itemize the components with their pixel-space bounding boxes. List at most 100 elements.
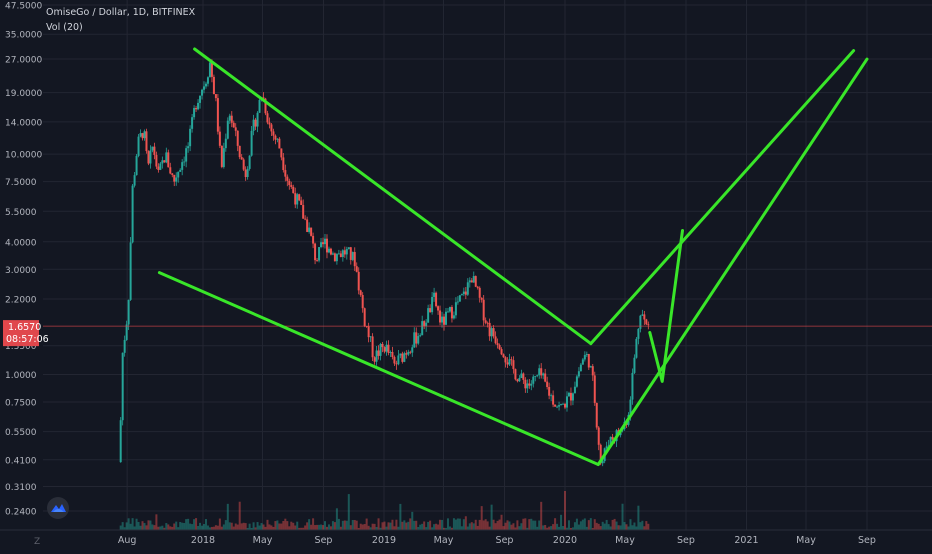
candle-body (226, 120, 229, 139)
volume-bar (300, 527, 303, 530)
volume-bar (431, 527, 434, 530)
volume-bar (187, 518, 190, 530)
candle-body (294, 193, 297, 205)
volume-bar (476, 525, 479, 530)
candle-body (149, 150, 152, 164)
trendline-2[interactable] (596, 57, 869, 466)
x-tick-label: 2018 (191, 535, 215, 546)
candle-body (637, 328, 640, 339)
candle-body (397, 355, 400, 365)
volume-bar (230, 522, 233, 530)
candle-body (187, 146, 190, 149)
candle-body (411, 347, 414, 353)
candle-body (407, 351, 410, 355)
volume-bar (345, 520, 348, 530)
candle-body (165, 152, 168, 163)
volume-bar (423, 521, 426, 530)
volume-bar (556, 523, 559, 530)
candle-body (298, 194, 301, 201)
volume-bar (538, 520, 541, 530)
candle-body (464, 291, 467, 295)
volume-bars (119, 490, 650, 530)
candle-body (329, 248, 332, 255)
volume-bar (641, 520, 644, 530)
volume-bar (633, 522, 636, 530)
volume-bar (212, 526, 215, 530)
candle-body (546, 381, 549, 388)
candle-body (161, 160, 164, 164)
trendline-4[interactable] (648, 229, 684, 383)
candle-body (443, 316, 446, 325)
volume-bar (284, 518, 287, 530)
volume-bar (595, 522, 598, 530)
candle-body (347, 247, 350, 250)
candle-body (401, 353, 404, 362)
volume-bar (609, 526, 612, 530)
volume-bar (127, 518, 130, 530)
y-tick-label: 27.0000 (5, 56, 42, 66)
candle-body (488, 322, 491, 337)
x-axis[interactable]: Aug 2018 May Sep 2019 May Sep 2020 May Sep 2021 May… (0, 529, 932, 550)
volume-bar (474, 519, 477, 530)
candle-body (282, 157, 285, 171)
volume-bar (240, 523, 243, 530)
volume-bar (167, 524, 170, 530)
candle-body (498, 345, 501, 350)
candle-body (193, 108, 196, 118)
candle-body (478, 287, 481, 298)
volume-bar (264, 526, 267, 530)
volume-bar (206, 525, 209, 530)
candle-body (127, 299, 130, 325)
candle-body (312, 235, 315, 244)
volume-bar (201, 525, 204, 530)
candle-body (468, 280, 471, 283)
candle-body (395, 363, 398, 365)
candle-body (506, 362, 509, 365)
volume-bar (615, 521, 618, 530)
trendline-3[interactable] (589, 49, 856, 346)
trendlines[interactable] (157, 47, 869, 466)
volume-bar (214, 525, 217, 530)
volume-bar (137, 521, 140, 530)
x-tick-label: May (615, 535, 635, 546)
y-axis[interactable]: 0.2400 0.3100 0.4100 0.5500 0.7500 1.0000 1.35… (0, 0, 43, 550)
candle-body (595, 402, 598, 428)
candle-body (300, 200, 303, 206)
trendline-0[interactable] (193, 47, 593, 346)
candle-body (504, 357, 507, 363)
volume-bar (290, 521, 293, 530)
timezone-z-icon[interactable]: Z (34, 537, 40, 547)
candle-body (204, 83, 207, 87)
volume-bar (599, 526, 602, 530)
volume-bar (280, 523, 283, 530)
volume-bar (216, 525, 219, 530)
volume-bar (456, 518, 459, 530)
x-axis-bg (0, 530, 932, 550)
volume-bar (603, 523, 606, 530)
volume-bar (238, 501, 241, 530)
candle-body (167, 152, 170, 168)
volume-bar (534, 520, 537, 530)
volume-bar (433, 524, 436, 530)
volume-bar (189, 523, 192, 530)
candle-body (476, 286, 479, 288)
volume-bar (139, 525, 142, 530)
candle-body (538, 368, 541, 376)
volume-bar (199, 522, 202, 530)
volume-bar (530, 518, 533, 530)
volume-bar (486, 521, 489, 530)
volume-bar (607, 524, 610, 530)
tradingview-cloud-icon[interactable] (47, 497, 69, 519)
candle-body (508, 359, 511, 365)
volume-bar (129, 523, 132, 530)
trendline-1[interactable] (157, 271, 600, 466)
candle-body (339, 253, 342, 257)
volume-bar (272, 526, 275, 530)
candle-body (143, 131, 146, 139)
volume-bar (381, 522, 384, 530)
candle-body (322, 242, 325, 245)
volume-bar (478, 519, 481, 530)
candle-body (589, 366, 592, 368)
